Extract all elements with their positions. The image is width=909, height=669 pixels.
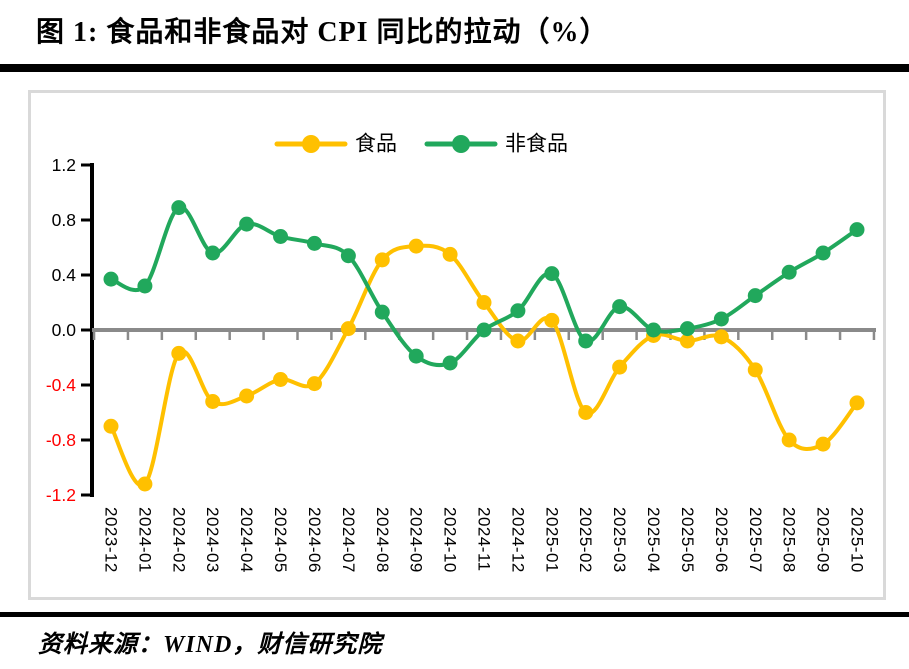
- nonfood-data-point: [510, 303, 526, 319]
- nonfood-series-line: [109, 205, 859, 367]
- nonfood-data-point: [679, 321, 695, 337]
- nonfood-data-point: [103, 271, 119, 287]
- food-data-point: [544, 312, 560, 328]
- x-tick-label: 2024-09: [407, 507, 426, 573]
- food-data-point: [442, 246, 458, 262]
- food-data-point: [103, 418, 119, 434]
- x-tick-label: 2024-01: [135, 507, 154, 573]
- food-series: [103, 238, 865, 492]
- x-tick-label: 2024-10: [441, 507, 460, 573]
- nonfood-legend-label: 非食品: [505, 133, 568, 156]
- figure-title: 图 1: 食品和非食品对 CPI 同比的拉动（%）: [36, 17, 609, 48]
- food-data-point: [476, 295, 492, 310]
- nonfood-data-point: [171, 200, 187, 216]
- food-data-point: [374, 252, 390, 268]
- x-tick-label: 2025-02: [576, 507, 595, 573]
- nonfood-data-point: [442, 355, 458, 371]
- nonfood-data-point: [713, 311, 729, 327]
- nonfood-data-point: [340, 248, 356, 264]
- title-divider: [0, 64, 909, 72]
- x-tick-label: 2024-02: [169, 507, 188, 573]
- x-tick-label: 2025-04: [644, 507, 663, 573]
- food-data-point: [239, 388, 255, 404]
- y-tick-label: 0.8: [52, 210, 76, 230]
- nonfood-legend-marker: [452, 135, 470, 153]
- food-data-point: [273, 372, 289, 387]
- food-data-point: [679, 333, 695, 349]
- nonfood-data-point: [476, 322, 492, 338]
- x-axis-labels: 2023-12 2024-01 2024-02 2024-03 2024-04 2024-…: [102, 507, 867, 573]
- nonfood-data-point: [646, 322, 662, 338]
- x-tick-label: 2024-06: [305, 507, 324, 573]
- nonfood-data-point: [781, 264, 797, 280]
- food-data-point: [137, 476, 153, 492]
- food-data-point: [510, 333, 526, 349]
- chart-container: 1.2 0.8 0.4 0.0 -0.4 -0.8 -1.2 2023-12 2024-01 20…: [28, 90, 886, 600]
- nonfood-series: [103, 200, 865, 371]
- x-tick-label: 2024-11: [474, 507, 493, 572]
- x-tick-label: 2025-03: [610, 507, 629, 573]
- food-data-point: [408, 238, 424, 254]
- nonfood-data-point: [273, 229, 289, 244]
- y-tick-label: -0.8: [46, 430, 76, 450]
- x-tick-label: 2025-06: [712, 507, 731, 573]
- x-tick-label: 2025-01: [542, 507, 561, 573]
- x-tick-label: 2025-07: [746, 507, 765, 573]
- x-tick-label: 2024-05: [271, 507, 290, 573]
- footer-divider: [0, 612, 909, 617]
- nonfood-data-point: [578, 333, 594, 349]
- nonfood-data-point: [747, 288, 763, 304]
- food-data-point: [205, 394, 221, 409]
- x-tick-label: 2023-12: [102, 507, 121, 573]
- nonfood-data-point: [544, 266, 560, 282]
- food-data-point: [781, 432, 797, 448]
- food-data-point: [306, 376, 322, 392]
- food-data-point: [849, 395, 865, 411]
- nonfood-data-point: [849, 222, 865, 238]
- y-tick-label: 1.2: [52, 155, 76, 175]
- nonfood-data-point: [239, 216, 255, 232]
- food-data-point: [612, 359, 628, 375]
- food-data-point: [713, 329, 729, 345]
- food-legend-label: 食品: [355, 133, 397, 156]
- y-axis: 1.2 0.8 0.4 0.0 -0.4 -0.8 -1.2: [46, 155, 94, 505]
- food-data-point: [171, 345, 187, 361]
- x-tick-label: 2024-12: [508, 507, 527, 573]
- x-tick-label: 2025-10: [847, 507, 866, 573]
- x-tick-label: 2025-05: [678, 507, 697, 573]
- food-series-line: [109, 243, 859, 488]
- nonfood-data-point: [205, 245, 221, 261]
- nonfood-data-point: [137, 278, 153, 294]
- x-tick-label: 2025-09: [814, 507, 833, 573]
- nonfood-data-point: [408, 348, 424, 364]
- x-tick-label: 2025-08: [780, 507, 799, 573]
- legend-item-nonfood: 非食品: [424, 133, 568, 156]
- y-tick-label: 0.4: [52, 265, 77, 285]
- x-tick-label: 2024-08: [373, 507, 392, 573]
- nonfood-data-point: [306, 235, 322, 251]
- source-note: 资料来源：WIND，财信研究院: [38, 632, 383, 658]
- x-tick-label: 2024-04: [237, 507, 256, 573]
- x-tick-label: 2024-03: [203, 507, 222, 573]
- y-tick-label: -0.4: [46, 375, 76, 395]
- nonfood-data-point: [815, 245, 831, 261]
- food-data-point: [578, 405, 594, 420]
- nonfood-data-point: [612, 299, 628, 315]
- food-data-point: [747, 362, 763, 378]
- x-tick-label: 2024-07: [339, 507, 358, 573]
- food-data-point: [815, 436, 831, 452]
- food-legend-marker: [302, 135, 320, 153]
- y-tick-label: -1.2: [46, 485, 76, 505]
- y-tick-label: 0.0: [52, 320, 77, 340]
- food-data-point: [340, 321, 356, 337]
- legend-item-food: 食品: [274, 133, 397, 156]
- legend: 食品 非食品: [274, 133, 568, 156]
- nonfood-data-point: [374, 304, 390, 320]
